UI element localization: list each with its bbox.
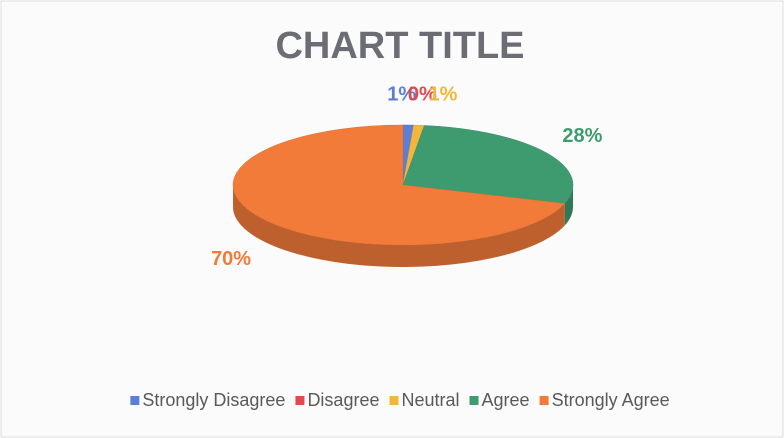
legend-swatch — [295, 396, 305, 405]
legend-label: Agree — [482, 390, 530, 410]
data-label: 1% — [429, 84, 458, 106]
legend-label: Disagree — [307, 390, 379, 410]
slice-side — [233, 185, 565, 268]
legend-label: Neutral — [401, 390, 459, 410]
legend-label: Strongly Agree — [552, 390, 670, 410]
data-label: 28% — [562, 125, 602, 147]
slice-side — [564, 185, 573, 226]
legend-label: Strongly Disagree — [142, 390, 285, 410]
slice — [402, 125, 574, 204]
legend-swatch — [539, 396, 549, 405]
data-label: 70% — [211, 248, 251, 270]
data-label: 0% — [408, 83, 437, 105]
chart-title: CHART TITLE — [275, 25, 524, 67]
legend-swatch — [130, 396, 140, 405]
slice — [232, 124, 566, 246]
data-label: 1% — [387, 83, 416, 105]
legend-swatch — [389, 396, 399, 405]
legend-swatch — [469, 396, 479, 405]
